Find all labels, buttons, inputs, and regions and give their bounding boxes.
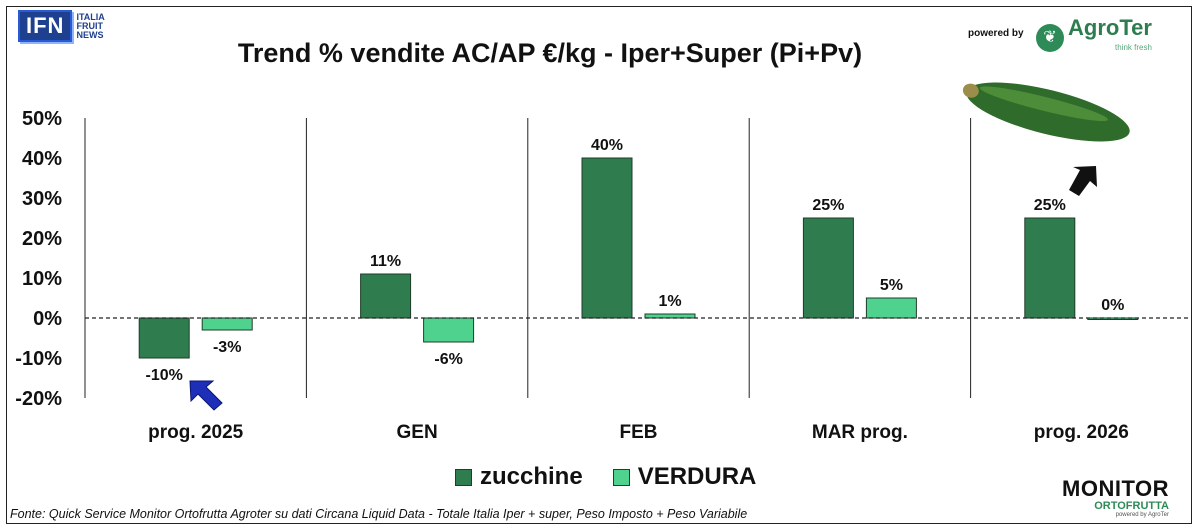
zucchini-stem [962,83,979,98]
data-label-verdura: 1% [658,293,681,310]
agroter-wordmark: AgroTer think fresh [1068,15,1152,58]
agroter-logo: ❦ AgroTer think fresh [1036,15,1152,58]
y-tick-label: 0% [33,308,62,330]
ifn-logo-line-3: NEWS [76,29,104,40]
category-dividers [84,118,972,398]
tree-icon: ❦ [1036,24,1064,52]
blue-arrow-icon [189,380,223,411]
x-category-label: GEN [397,422,438,443]
agroter-name: AgroTer [1068,15,1152,40]
zucchini-image [962,82,1130,142]
agroter-tagline: think fresh [1115,43,1152,52]
x-category-label: prog. 2026 [1034,422,1129,443]
bar-verdura [201,317,253,331]
monitor-title: MONITOR [1062,476,1169,501]
data-label-verdura: -3% [213,339,241,356]
data-label-verdura: 0% [1101,297,1124,314]
ifn-logo-line-2: FRUIT [76,20,103,31]
bar-verdura [423,317,475,343]
y-axis-ticks: 50% 40% 30% 20% 10% 0% -10% -20% [15,108,62,410]
data-label-zucchine: -10% [146,367,183,384]
x-category-label: MAR prog. [812,422,908,443]
x-category-label: FEB [620,422,658,443]
y-tick-label: 30% [22,188,62,210]
ifn-logo: IFN ITALIA FRUIT NEWS [18,10,105,42]
bar-zucchine [138,317,190,359]
monitor-subtitle: ORTOFRUTTA [1094,500,1169,512]
y-tick-label: 20% [22,228,62,250]
legend-item-zucchine: zucchine [455,463,583,491]
y-tick-label: 40% [22,148,62,170]
chart-title: Trend % vendite AC/AP €/kg - Iper+Super … [237,38,863,68]
monitor-ortofrutta-logo: MONITOR ORTOFRUTTA powered by AgroTer [1062,478,1169,519]
bar-zucchine [802,217,854,319]
legend-swatch-verdura [612,468,630,486]
powered-by-label: powered by [968,28,1024,39]
ifn-logo-subtitle: ITALIA FRUIT NEWS [76,11,105,40]
zucchini-highlight [979,86,1108,122]
black-arrow-icon [1069,166,1097,196]
legend-item-verdura: VERDURA [612,463,757,491]
data-label-zucchine: 40% [591,137,623,154]
source-note: Fonte: Quick Service Monitor Ortofrutta … [10,507,748,521]
x-category-label: prog. 2025 [148,422,243,443]
chart-legend: zucchine VERDURA [455,463,786,491]
y-tick-label: 50% [22,108,62,130]
bar-verdura [865,297,917,319]
monitor-small: powered by AgroTer [1115,512,1169,518]
ifn-logo-mark: IFN [18,10,73,42]
legend-label-verdura: VERDURA [637,463,757,490]
data-label-verdura: 5% [880,277,903,294]
bar-zucchine [1024,217,1076,319]
bar-verdura [1087,317,1139,320]
data-label-zucchine: 11% [370,253,401,270]
legend-label-zucchine: zucchine [480,463,583,490]
data-label-verdura: -6% [434,351,462,368]
data-label-zucchine: 25% [812,197,844,214]
y-tick-label: 10% [22,268,62,290]
y-tick-label: -10% [15,348,62,370]
x-axis-categories: prog. 2025 GEN FEB MAR prog. prog. 2026 [148,422,1129,443]
legend-swatch-zucchine [455,468,472,486]
bars-group [138,157,1139,359]
ifn-logo-line-1: ITALIA [76,11,105,22]
y-tick-label: -20% [15,388,62,410]
data-labels: -10% -3% 11% -6% 40% 1% 25% 5% 25% 0% [146,137,1125,384]
bar-zucchine [360,273,412,319]
data-label-zucchine: 25% [1034,197,1066,214]
bar-zucchine [581,157,633,319]
zucchini-body [966,82,1130,142]
